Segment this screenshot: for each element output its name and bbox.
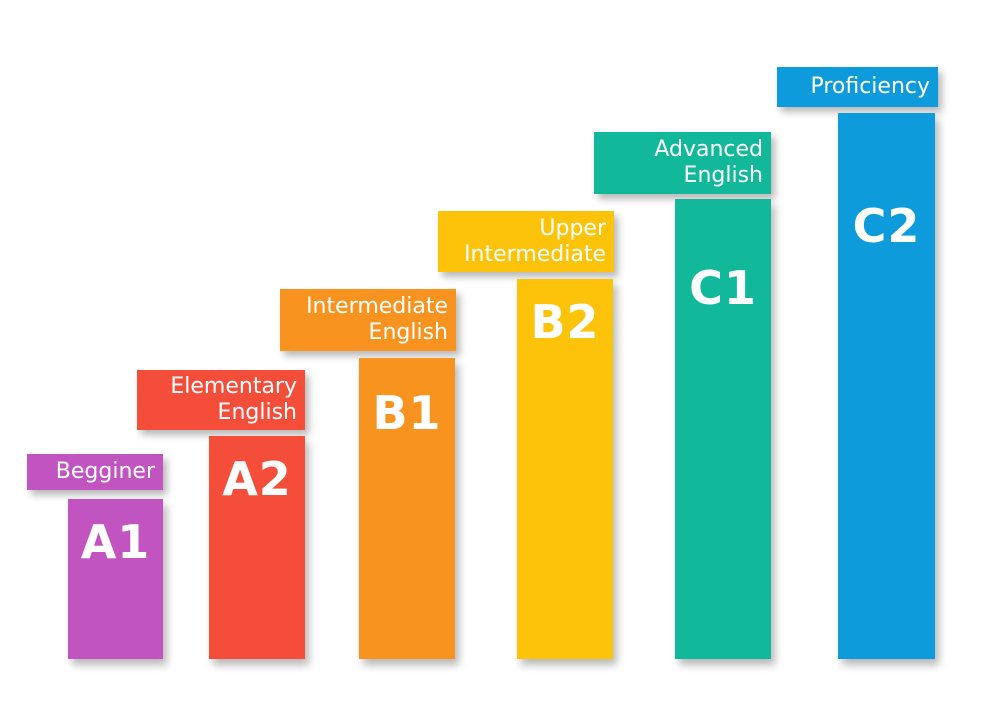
level-label-c2: Proficiency (777, 67, 938, 107)
level-bar-c1: C1 (675, 199, 771, 659)
level-label-b1: Intermediate English (280, 289, 456, 351)
level-code: B1 (372, 386, 442, 440)
level-label-line: Proficiency (810, 74, 930, 99)
level-label-line: Elementary (170, 374, 297, 399)
level-label-line: English (217, 400, 297, 425)
level-bar-b2: B2 (517, 279, 613, 659)
level-bar-c2: C2 (838, 113, 935, 659)
level-bar-b1: B1 (359, 358, 455, 659)
level-bar-a1: A1 (68, 499, 163, 659)
level-label-line: Begginer (55, 459, 155, 484)
level-bar-a2: A2 (209, 436, 305, 659)
level-code: C1 (689, 261, 757, 315)
level-label-line: English (683, 163, 763, 188)
level-label-line: Advanced (654, 137, 763, 162)
level-code: B2 (530, 295, 600, 349)
level-code: C2 (852, 199, 921, 253)
level-label-a1: Begginer (27, 454, 163, 490)
level-label-line: Upper (539, 215, 606, 241)
level-label-b2: Upper Intermediate (438, 211, 614, 272)
level-label-line: English (368, 320, 448, 345)
level-label-line: Intermediate (306, 294, 448, 319)
level-label-line: Intermediate (464, 241, 606, 267)
level-code: A1 (80, 515, 151, 569)
level-label-c1: Advanced English (594, 132, 771, 194)
level-label-a2: Elementary English (137, 370, 305, 430)
level-code: A2 (222, 452, 292, 506)
